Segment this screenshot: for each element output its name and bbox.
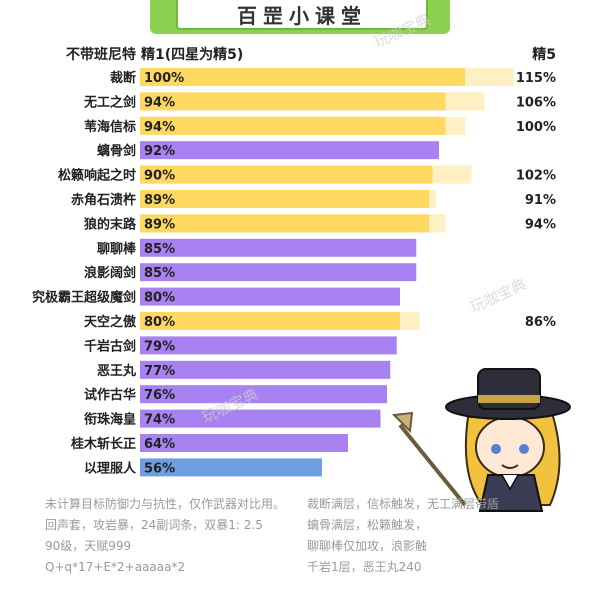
value-label: 74% (144, 413, 175, 428)
footnote: 千岩1层，恶王丸240 (307, 560, 422, 574)
category-label: 桂木斩长正 (70, 436, 136, 452)
column-header-label: 不带班尼特 (66, 47, 136, 63)
category-label: 以理服人 (84, 460, 137, 476)
value-label: 89% (144, 217, 175, 232)
bar-base (140, 68, 465, 86)
title-plate: 百罡小课堂 (176, 0, 428, 30)
footnotes-left: 未计算目标防御力与抗性，仅作武器对比用。 回声套，攻岩暴，24副词条，双暴1: … (45, 494, 285, 578)
footnote: 聊聊棒仅加攻，浪影触 (307, 539, 428, 553)
value-label-r5: 94% (525, 217, 556, 232)
footnote: 90级，天赋999 (45, 539, 132, 553)
category-label: 螭骨剑 (97, 143, 136, 159)
bar-chart: 裁断 100% 115% 无工之剑 94% 106% 苇海信标 94% 100% 螭骨剑 92% 松籁… (32, 68, 556, 477)
footnote: Q+q*17+E*2+aaaaa*2 (45, 560, 186, 574)
bar-base (140, 434, 348, 452)
category-label: 究极霸王超级魔剑 (32, 290, 136, 306)
bar-base (140, 458, 322, 477)
footnote: 裁断满层，信标触发，无工满层带盾 (307, 497, 500, 511)
category-label: 试作古华 (84, 387, 136, 403)
category-label: 松籁响起之时 (58, 168, 136, 184)
bar-base (140, 141, 439, 160)
bar-base (140, 312, 400, 330)
bar-base (140, 238, 417, 257)
category-label: 恶王丸 (97, 363, 137, 379)
value-label: 85% (144, 266, 175, 281)
footnote: 回声套，攻岩暴，24副词条，双暴1: 2.5 (45, 518, 263, 532)
value-label-r5: 106% (516, 95, 556, 110)
value-label: 56% (144, 461, 175, 476)
value-label: 85% (144, 242, 175, 257)
bar-base (140, 116, 446, 135)
value-label: 100% (144, 71, 184, 86)
bar-base (140, 165, 433, 184)
value-label: 94% (144, 120, 175, 135)
category-label: 千岩古剑 (84, 338, 136, 354)
value-label: 80% (144, 315, 175, 330)
value-label-r5: 100% (516, 120, 556, 135)
category-label: 裁断 (110, 70, 136, 86)
footnotes-right: 裁断满层，信标触发，无工满层带盾 螭骨满层，松籁触发， 聊聊棒仅加攻，浪影触 千… (307, 494, 499, 578)
footnote: 螭骨满层，松籁触发， (307, 518, 428, 532)
value-label-r5: 102% (516, 169, 556, 184)
value-label: 80% (144, 291, 175, 306)
value-label-r5: 91% (525, 193, 556, 208)
footnote: 未计算目标防御力与抗性，仅作武器对比用。 (45, 497, 286, 511)
category-label: 天空之傲 (84, 314, 137, 330)
column-header-r5: 精5 (532, 47, 556, 63)
value-label: 77% (144, 364, 175, 379)
bar-base (140, 214, 430, 233)
value-label: 89% (144, 193, 175, 208)
value-label-r5: 115% (516, 71, 556, 86)
character-illustration (391, 368, 571, 512)
page-title: 百罡小课堂 (237, 3, 367, 28)
category-label: 衔珠海皇 (84, 412, 136, 428)
category-label: 狼的末路 (83, 216, 137, 232)
bar-base (140, 336, 397, 355)
category-label: 聊聊棒 (97, 241, 137, 257)
column-header-base: 精1(四星为精5) (141, 47, 244, 63)
value-label: 94% (144, 95, 175, 110)
bar-base (140, 385, 387, 404)
bar-base (140, 287, 400, 306)
category-label: 无工之剑 (83, 94, 136, 110)
value-label: 76% (144, 388, 175, 403)
value-label: 79% (144, 339, 175, 354)
value-label: 90% (144, 169, 175, 184)
value-label: 64% (144, 437, 175, 452)
bar-base (140, 409, 381, 428)
value-label: 92% (144, 144, 175, 159)
bar-base (140, 92, 446, 111)
value-label-r5: 86% (525, 315, 556, 330)
bar-base (140, 263, 417, 282)
category-label: 浪影阔剑 (84, 265, 136, 281)
category-label: 赤角石溃杵 (71, 192, 136, 208)
bar-base (140, 360, 391, 379)
category-label: 苇海信标 (84, 119, 136, 135)
bar-base (140, 190, 430, 208)
